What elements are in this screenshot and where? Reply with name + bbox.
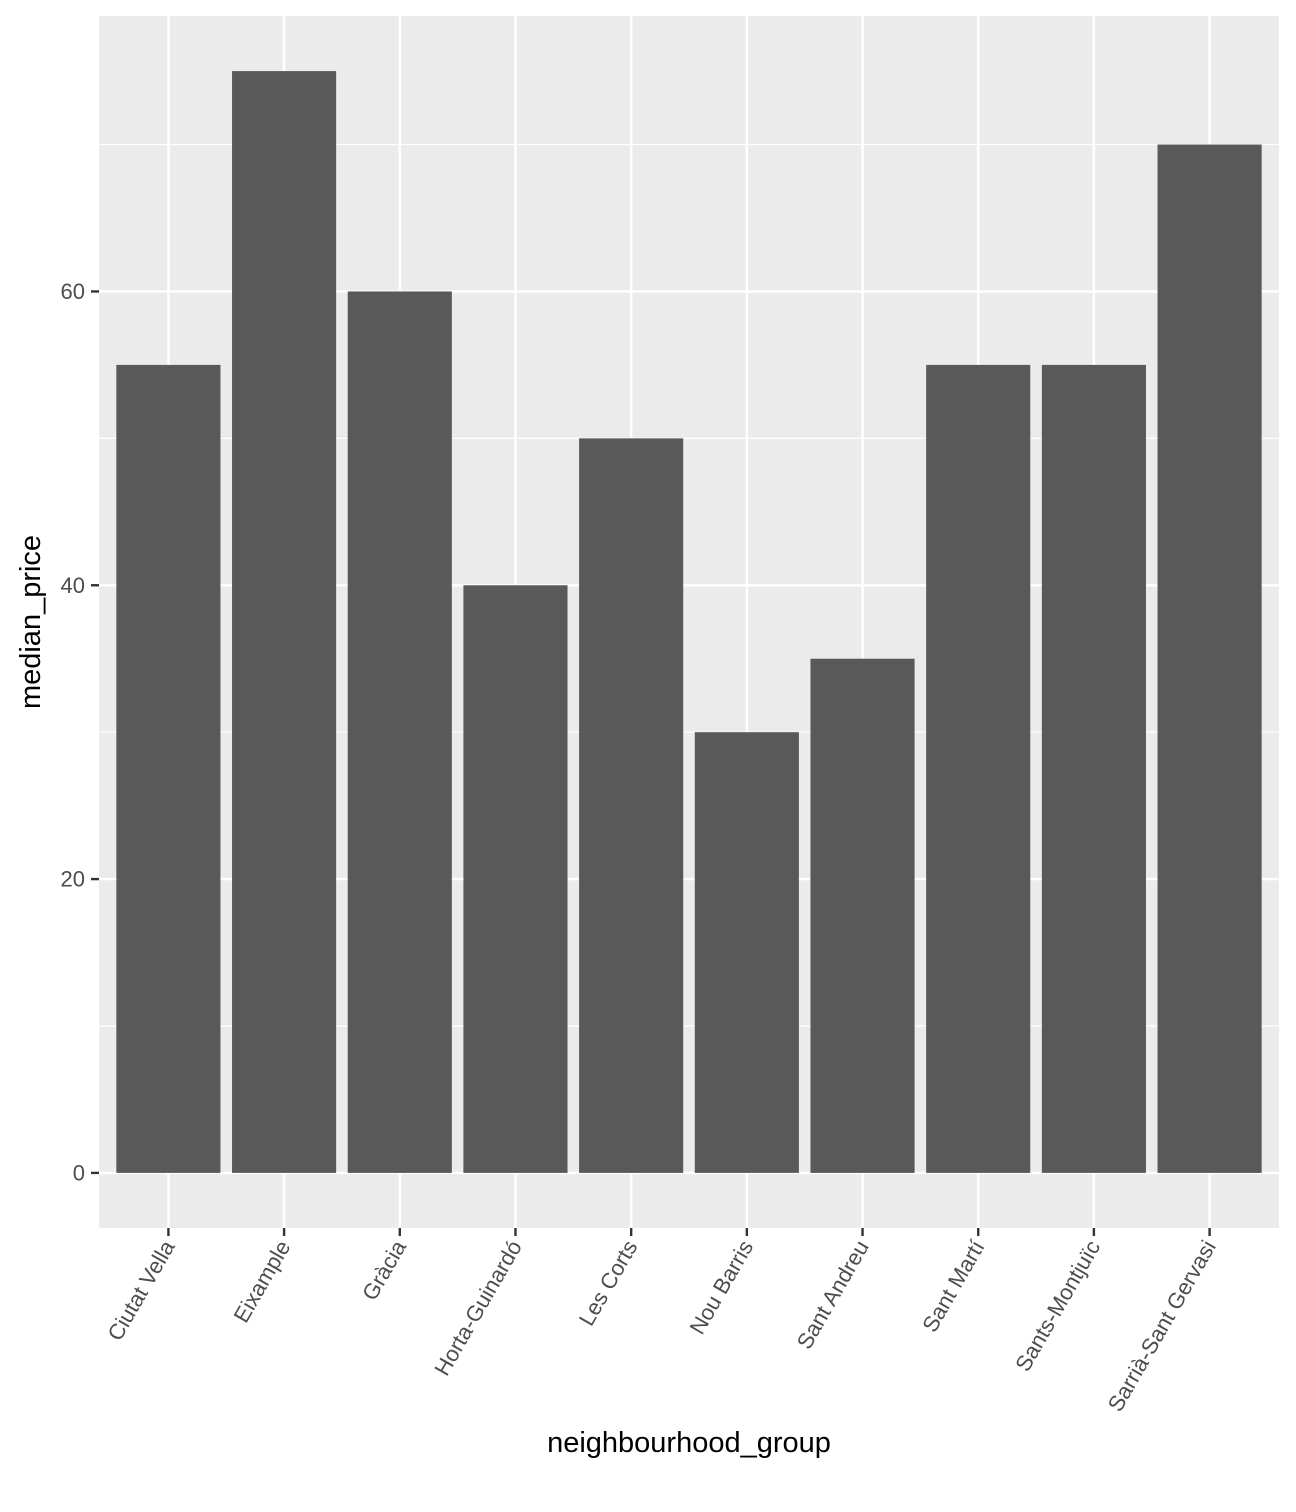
- x-tick-label: Nou Barris: [685, 1236, 759, 1338]
- x-tick-label: Eixample: [229, 1236, 296, 1327]
- bar: [926, 364, 1031, 1173]
- x-tick-label: Horta-Guinardó: [429, 1236, 526, 1380]
- bar: [579, 438, 684, 1173]
- x-tick-label: Sant Martí: [917, 1236, 989, 1336]
- bar: [1041, 364, 1146, 1173]
- bar: [1157, 144, 1262, 1173]
- bar: [232, 71, 337, 1173]
- y-axis-title: median_price: [15, 535, 47, 709]
- x-tick-label: Sant Andreu: [792, 1236, 874, 1353]
- x-axis-title: neighbourhood_group: [547, 1427, 831, 1459]
- y-axis: 0 20 40 60: [61, 279, 99, 1185]
- x-tick-label: Sants-Montjuïc: [1010, 1236, 1105, 1376]
- bar: [463, 585, 568, 1173]
- y-tick-label: 40: [61, 573, 85, 598]
- x-axis: Ciutat Vella Eixample Gràcia Horta-Guinardó…: [102, 1228, 1221, 1416]
- bar: [116, 364, 221, 1173]
- x-tick-label: Gràcia: [357, 1235, 411, 1304]
- y-tick-label: 60: [61, 279, 85, 304]
- x-tick-label: Sarrià-Sant Gervasi: [1103, 1236, 1221, 1416]
- y-tick-label: 20: [61, 867, 85, 892]
- bar: [347, 291, 452, 1173]
- bar: [694, 732, 799, 1173]
- x-tick-label: Les Corts: [574, 1236, 643, 1330]
- bar: [810, 658, 915, 1173]
- bars: [116, 71, 1262, 1173]
- x-tick-label: Ciutat Vella: [102, 1235, 180, 1345]
- y-tick-label: 0: [73, 1160, 85, 1185]
